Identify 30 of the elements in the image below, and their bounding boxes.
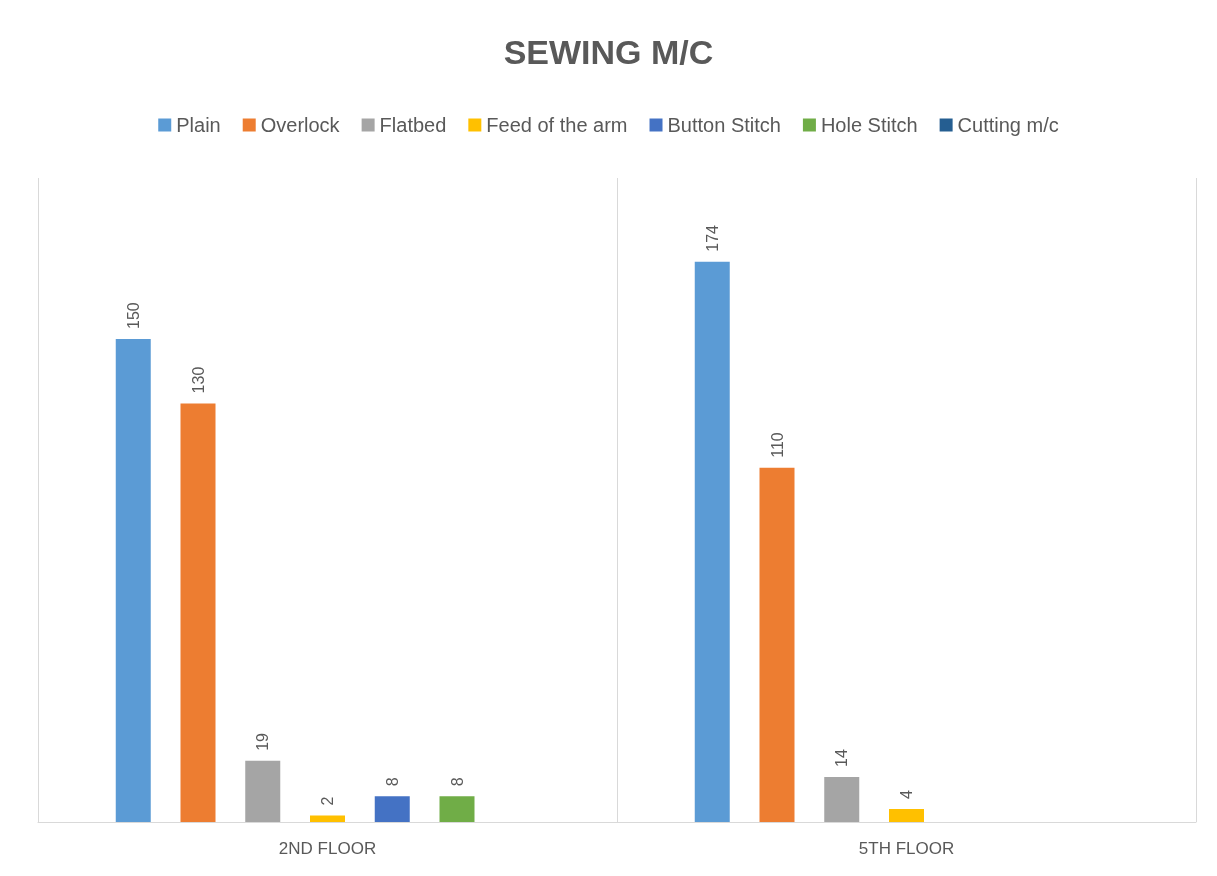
x-tick-label: 5TH FLOOR xyxy=(858,839,955,858)
data-label: 14 xyxy=(833,749,851,767)
legend-label: Feed of the arm xyxy=(486,114,628,136)
bar xyxy=(889,809,924,822)
bar xyxy=(824,776,860,822)
chart-title: SEWING M/C xyxy=(503,33,714,71)
data-label: 4 xyxy=(898,790,915,800)
bar xyxy=(245,760,281,822)
legend-label: Overlock xyxy=(260,114,341,136)
data-label: 130 xyxy=(189,366,207,394)
data-label: 8 xyxy=(448,777,466,787)
legend-label: Button Stitch xyxy=(667,114,781,136)
legend-label: Flatbed xyxy=(379,114,447,136)
x-tick-label: 2ND FLOOR xyxy=(278,839,377,858)
bar xyxy=(439,796,475,822)
bar xyxy=(310,815,345,822)
bar xyxy=(694,261,730,822)
bar xyxy=(180,403,216,822)
legend-label: Cutting m/c xyxy=(957,114,1059,136)
bar xyxy=(115,339,151,822)
data-label: 8 xyxy=(383,777,401,787)
bar xyxy=(374,796,410,822)
data-label: 110 xyxy=(768,432,786,458)
data-label: 174 xyxy=(703,224,721,252)
data-label: 2 xyxy=(319,796,336,806)
legend-label: Hole Stitch xyxy=(820,114,918,136)
legend-label: Plain xyxy=(176,114,221,136)
data-label: 19 xyxy=(254,732,272,751)
data-label: 150 xyxy=(124,302,142,329)
bar xyxy=(759,467,795,822)
